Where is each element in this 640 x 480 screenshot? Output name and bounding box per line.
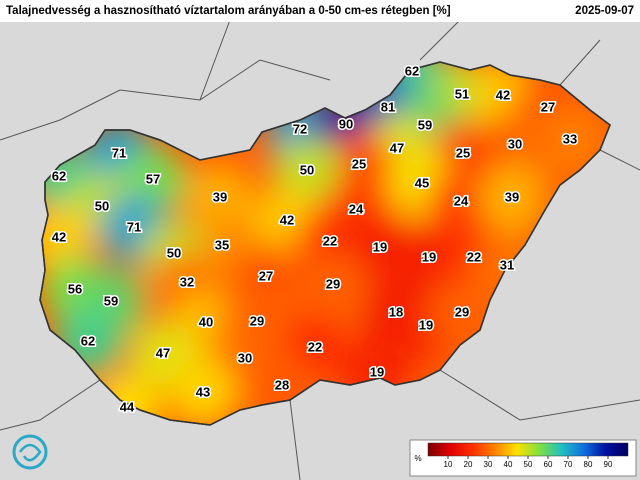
station-value: 47 — [390, 140, 404, 155]
station-value: 90 — [339, 116, 353, 131]
station-value: 59 — [418, 117, 432, 132]
station-value: 30 — [508, 136, 522, 151]
station-value: 22 — [308, 339, 322, 354]
station-value: 42 — [496, 87, 510, 102]
station-value: 25 — [456, 145, 470, 160]
station-value: 42 — [52, 229, 66, 244]
country-border — [39, 61, 611, 426]
station-value: 40 — [199, 314, 213, 329]
station-labels: 62 51 42 27 81 72 90 59 33 30 47 25 71 25 50 62 57 45 39 24… — [50, 62, 578, 416]
station-value: 71 — [112, 145, 126, 160]
date: 2025-09-07 — [575, 5, 634, 17]
colorbar-tick-label: 90 — [604, 460, 613, 469]
station-value: 39 — [505, 189, 519, 204]
station-value: 62 — [81, 333, 95, 348]
moisture-blob — [186, 164, 254, 232]
station-value: 33 — [563, 131, 577, 146]
colorbar-tick-label: 40 — [504, 460, 513, 469]
colorbar-tick-label: 70 — [564, 460, 573, 469]
station-value: 31 — [500, 257, 514, 272]
colorbar-tick-label: 30 — [484, 460, 493, 469]
station-value: 39 — [213, 189, 227, 204]
station-value: 44 — [120, 399, 135, 414]
colorbar-tick-label: 50 — [524, 460, 533, 469]
station-value: 28 — [275, 377, 289, 392]
station-value: 25 — [352, 156, 366, 171]
station-value: 59 — [104, 293, 118, 308]
station-value: 18 — [389, 304, 403, 319]
station-value: 81 — [381, 99, 395, 114]
colorbar-tick-label: 10 — [444, 460, 453, 469]
station-value: 19 — [370, 364, 384, 379]
station-value: 30 — [238, 350, 252, 365]
station-value: 71 — [127, 219, 141, 234]
station-value: 35 — [215, 237, 229, 252]
station-value: 56 — [68, 281, 82, 296]
station-value: 42 — [280, 212, 294, 227]
station-value: 27 — [541, 99, 555, 114]
station-value: 29 — [250, 313, 264, 328]
header-bar — [0, 0, 640, 22]
station-value: 29 — [326, 276, 340, 291]
station-value: 57 — [146, 171, 160, 186]
colorbar-tick-label: 20 — [464, 460, 473, 469]
station-value: 72 — [293, 121, 307, 136]
station-value: 27 — [259, 268, 273, 283]
station-value: 29 — [455, 304, 469, 319]
title: Talajnedvesség a hasznosítható víztartal… — [6, 5, 451, 17]
colorbar-tick-label: 80 — [584, 460, 593, 469]
station-value: 22 — [467, 249, 481, 264]
station-value: 32 — [180, 274, 194, 289]
station-value: 45 — [415, 175, 429, 190]
colorbar-ticks: 10 20 30 40 50 60 70 80 90 — [444, 456, 613, 469]
station-value: 22 — [323, 233, 337, 248]
logo-swirl — [18, 443, 42, 462]
colorbar — [427, 442, 629, 457]
station-value: 50 — [167, 245, 181, 260]
station-value: 51 — [455, 86, 469, 101]
station-value: 43 — [196, 384, 210, 399]
moisture-blob — [299, 251, 367, 319]
moisture-blob — [481, 111, 549, 179]
station-value: 47 — [156, 345, 170, 360]
station-value: 24 — [349, 201, 364, 216]
colorbar-unit: % — [414, 454, 421, 463]
station-value: 62 — [52, 168, 66, 183]
logo — [12, 434, 48, 470]
moisture-blob — [427, 168, 495, 236]
moisture-blob — [169, 359, 237, 425]
station-value: 62 — [405, 63, 419, 78]
station-value: 19 — [422, 249, 436, 264]
blobs — [40, 62, 604, 425]
station-value: 19 — [419, 317, 433, 332]
logo-ring — [12, 434, 48, 470]
station-value: 19 — [373, 239, 387, 254]
moisture-blob — [536, 106, 604, 174]
moisture-blob — [478, 164, 546, 232]
station-value: 50 — [300, 162, 314, 177]
station-value: 24 — [454, 193, 469, 208]
station-value: 50 — [95, 198, 109, 213]
colorbar-tick-label: 60 — [544, 460, 553, 469]
